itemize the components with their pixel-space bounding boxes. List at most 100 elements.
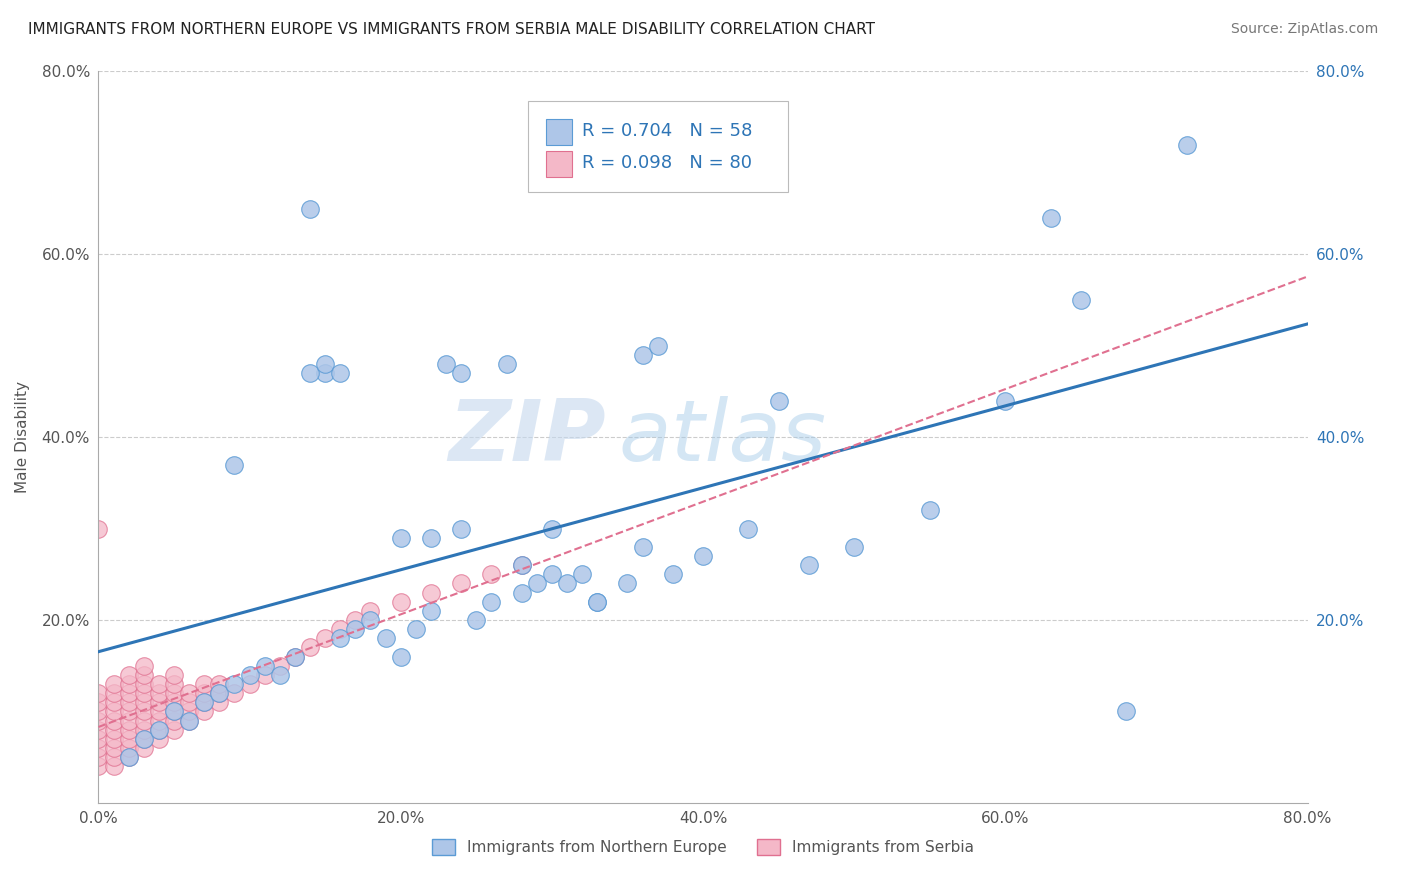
Point [118,695,141,709]
Point [555,576,578,591]
Point [269,667,291,681]
Point [360,604,382,618]
Point [631,540,654,554]
Point [163,667,186,681]
Point [179,695,201,709]
Point [87,731,110,746]
Point [420,604,443,618]
Point [314,632,336,646]
Point [103,723,125,737]
Point [344,613,367,627]
Point [118,686,141,700]
Point [87,521,110,535]
Point [994,393,1017,408]
Point [450,521,472,535]
Point [329,632,352,646]
Point [510,558,533,573]
Point [224,686,246,700]
Point [193,686,215,700]
Point [284,649,307,664]
Point [374,632,396,646]
Point [224,677,246,691]
Point [148,677,170,691]
Point [510,585,533,599]
Point [87,714,110,728]
Point [132,731,155,746]
Point [163,723,186,737]
Point [103,731,125,746]
Point [526,576,548,591]
Point [103,740,125,755]
Point [344,622,367,636]
Point [118,723,141,737]
Point [118,714,141,728]
Text: R = 0.098   N = 80: R = 0.098 N = 80 [582,153,752,172]
Point [103,759,125,773]
Point [239,677,262,691]
FancyBboxPatch shape [527,101,787,192]
Point [253,658,276,673]
Point [284,649,307,664]
Point [224,458,246,472]
Point [450,366,472,380]
Point [132,740,155,755]
Point [510,558,533,573]
Point [103,686,125,700]
Point [163,686,186,700]
Text: IMMIGRANTS FROM NORTHERN EUROPE VS IMMIGRANTS FROM SERBIA MALE DISABILITY CORREL: IMMIGRANTS FROM NORTHERN EUROPE VS IMMIG… [28,22,875,37]
Point [299,366,322,380]
Point [179,714,201,728]
Point [193,695,215,709]
Point [616,576,638,591]
Text: atlas: atlas [619,395,827,479]
Point [420,585,443,599]
Point [132,723,155,737]
Point [132,714,155,728]
Point [797,558,820,573]
Point [103,677,125,691]
Point [208,686,231,700]
Legend: Immigrants from Northern Europe, Immigrants from Serbia: Immigrants from Northern Europe, Immigra… [426,833,980,861]
Point [405,622,427,636]
Point [1039,211,1062,225]
Point [389,649,412,664]
Point [434,357,457,371]
Point [179,714,201,728]
Point [118,750,141,764]
Point [87,723,110,737]
Point [132,686,155,700]
Point [148,723,170,737]
Point [481,594,503,608]
Point [1175,137,1198,152]
Point [103,705,125,719]
Point [118,705,141,719]
Point [87,750,110,764]
Point [193,677,215,691]
Point [737,521,759,535]
Point [163,714,186,728]
Point [239,667,262,681]
FancyBboxPatch shape [546,119,572,145]
Point [1115,705,1137,719]
Point [586,594,609,608]
Point [87,686,110,700]
Point [103,750,125,764]
Point [118,677,141,691]
Point [118,731,141,746]
Point [450,576,472,591]
Point [193,695,215,709]
Point [87,759,110,773]
Point [329,622,352,636]
Point [118,667,141,681]
Y-axis label: Male Disability: Male Disability [15,381,31,493]
Point [163,705,186,719]
Point [647,338,669,352]
Point [163,705,186,719]
Point [132,731,155,746]
Point [148,695,170,709]
Point [148,714,170,728]
Point [314,366,336,380]
Point [692,549,714,563]
Point [148,723,170,737]
Point [193,705,215,719]
